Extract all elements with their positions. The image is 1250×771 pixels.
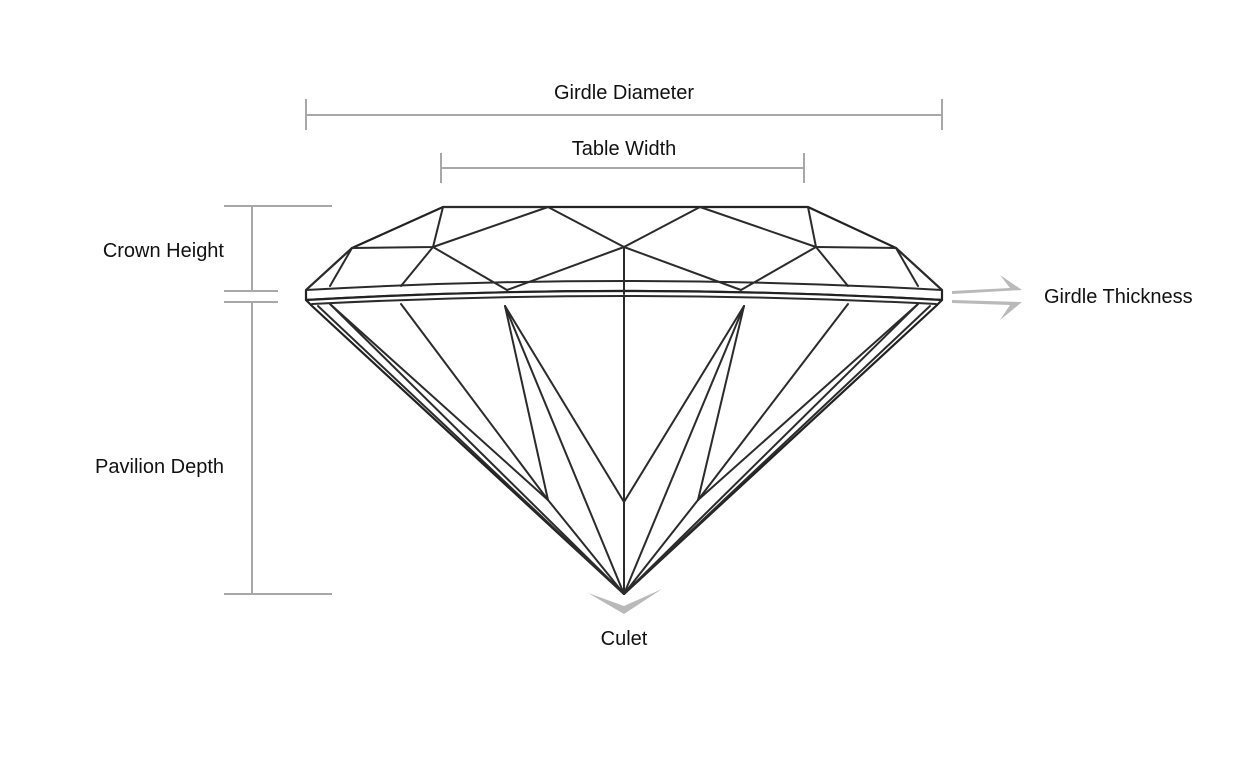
culet-chevron-icon — [588, 589, 662, 614]
diamond-illustration — [304, 205, 944, 596]
girdle-thickness-label: Girdle Thickness — [1044, 286, 1193, 308]
table-width-dimension: Table Width — [440, 138, 805, 183]
girdle-diameter-dimension: Girdle Diameter — [305, 82, 943, 130]
culet-indicator: Culet — [588, 589, 662, 650]
crown-facets — [305, 206, 943, 295]
girdle-thickness-upper-arrow-icon — [952, 275, 1022, 294]
pavilion-facets — [317, 295, 931, 595]
girdle-diameter-label: Girdle Diameter — [554, 82, 694, 104]
pavilion-depth-dimension: Pavilion Depth — [95, 301, 332, 595]
crown-height-dimension: Crown Height — [103, 205, 332, 292]
table-width-label: Table Width — [572, 138, 677, 160]
girdle-thickness-lower-arrow-icon — [952, 300, 1022, 320]
crown-height-label: Crown Height — [103, 240, 225, 262]
culet-label: Culet — [601, 628, 648, 650]
girdle-thickness-indicator: Girdle Thickness — [952, 275, 1193, 320]
pavilion-depth-label: Pavilion Depth — [95, 456, 224, 478]
